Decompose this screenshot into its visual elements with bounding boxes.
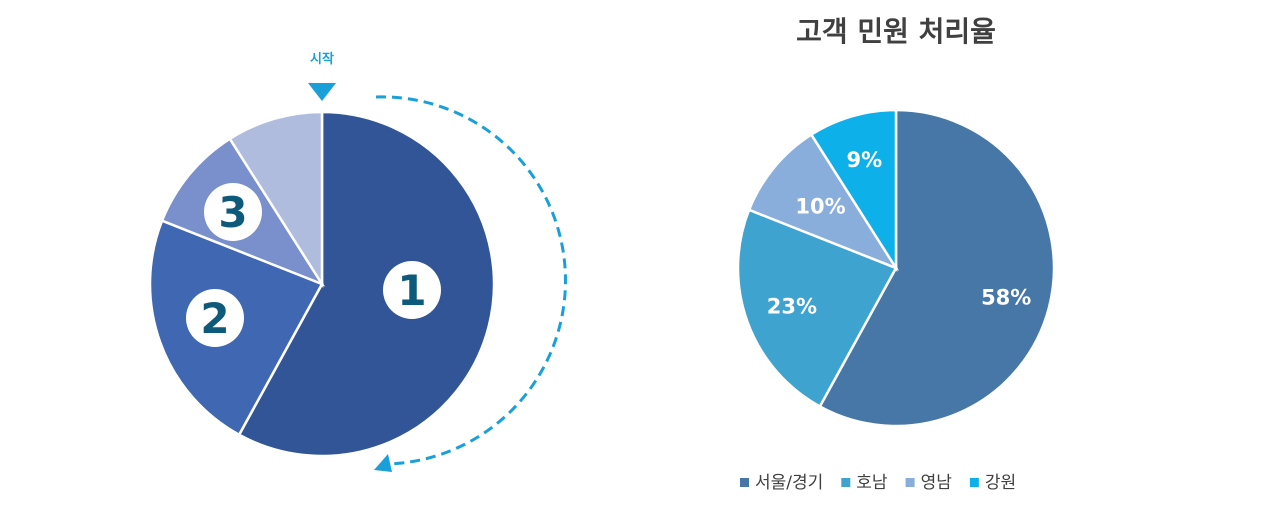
badge-3: 3 xyxy=(204,183,262,241)
legend-label-2: 호남 xyxy=(856,473,888,493)
badge-2: 2 xyxy=(186,289,244,347)
badge-1-label: 1 xyxy=(397,266,426,315)
chart-slice-labels: 58% 23% 10%9% xyxy=(767,148,1032,319)
legend-swatch-4 xyxy=(969,478,979,487)
badge-3-circle xyxy=(204,183,262,241)
slice-label-4: 9% xyxy=(846,148,882,172)
chart-title: 고객 민원 처리율 xyxy=(796,15,996,48)
pie-slice-4 xyxy=(809,108,898,273)
start-marker-triangle xyxy=(308,83,336,101)
process-pie-diagram: 시작 1 2 3 xyxy=(148,51,568,472)
pie-slice-1 xyxy=(818,108,1056,428)
badge-2-label: 2 xyxy=(200,294,229,343)
pie-slice-3 xyxy=(747,132,900,271)
legend-swatch-3 xyxy=(905,478,915,487)
chart-legend: 서울/경기 호남 영남 강원 xyxy=(740,473,1016,493)
legend-label-4: 강원 xyxy=(985,473,1016,493)
legend-label-1: 서울/경기 xyxy=(755,473,823,493)
pie-slice-2 xyxy=(736,208,898,409)
diagram-slices xyxy=(148,110,496,458)
diagram-slice-1 xyxy=(237,110,496,458)
slice-label-1: 58% xyxy=(981,285,1031,309)
slice-label-3: 10% xyxy=(795,195,845,219)
diagram-slice-4 xyxy=(228,110,324,289)
badge-3-label: 3 xyxy=(218,188,247,237)
chart-slices xyxy=(736,108,1056,428)
arrow-head xyxy=(374,454,392,472)
legend-label-3: 영남 xyxy=(921,473,953,493)
start-label: 시작 xyxy=(310,51,334,67)
badge-1: 1 xyxy=(383,261,441,319)
complaint-rate-pie-chart: 고객 민원 처리율 58% 23% 10%9% 서울/경기 호남 영남 강원 xyxy=(736,15,1056,493)
badge-2-circle xyxy=(186,289,244,347)
legend-swatch-2 xyxy=(841,478,851,487)
legend-swatch-1 xyxy=(740,478,749,487)
clockwise-arrow-arc xyxy=(375,95,568,466)
slice-label-2: 23% xyxy=(767,295,817,319)
badge-1-circle xyxy=(383,261,441,319)
